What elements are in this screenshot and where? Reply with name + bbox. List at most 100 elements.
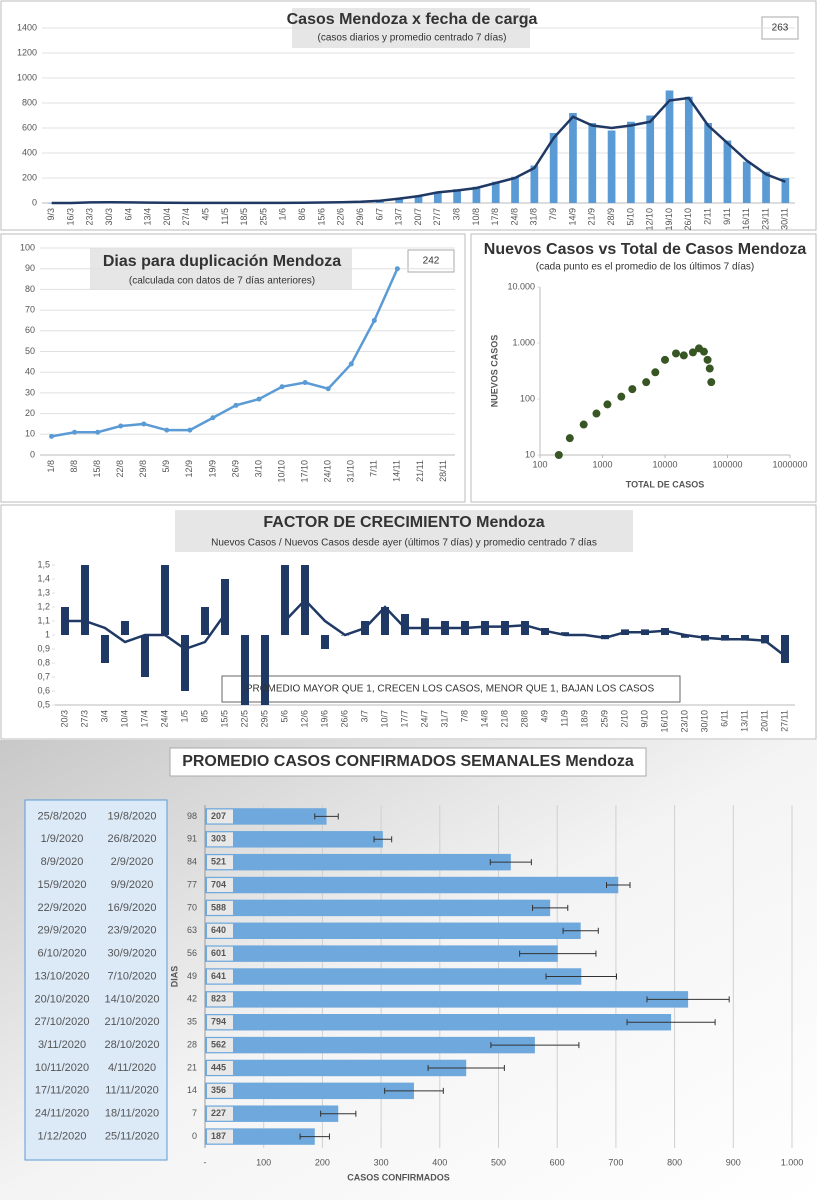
x-axis-label: CASOS CONFIRMADOS	[347, 1172, 450, 1182]
x-tick-label: 400	[432, 1157, 447, 1167]
bar	[401, 614, 409, 635]
x-tick-label: 27/3	[79, 710, 89, 728]
x-tick-label: 14/11	[392, 460, 402, 482]
x-tick-label: 15/6	[316, 208, 326, 226]
bar	[549, 133, 558, 203]
y-tick-label: 0,7	[37, 671, 50, 681]
table-cell: 8/9/2020	[41, 856, 84, 868]
x-tick-label: 16/10	[659, 710, 669, 733]
y-tick-label: 70	[187, 902, 197, 912]
x-tick-label: 13/7	[394, 208, 404, 226]
bar	[742, 161, 751, 203]
data-label: 704	[211, 879, 226, 889]
point	[72, 429, 78, 435]
bar	[205, 1105, 339, 1122]
bar	[241, 635, 249, 705]
x-tick-label: 21/8	[499, 710, 509, 728]
x-tick-label: 31/8	[529, 208, 539, 226]
x-tick-label: 600	[550, 1157, 565, 1167]
y-tick-label: 0,6	[37, 685, 50, 695]
point	[642, 378, 651, 387]
table-cell: 16/9/2020	[108, 902, 157, 914]
x-tick-label: 8/6	[297, 208, 307, 221]
bar	[141, 635, 149, 677]
y-tick-label: 1	[45, 629, 50, 639]
x-tick-label: 18/9	[579, 710, 589, 728]
y-tick-label: 80	[25, 284, 35, 294]
x-tick-label: 10/4	[119, 710, 129, 728]
bar	[121, 621, 129, 635]
bar	[101, 635, 109, 663]
point	[688, 348, 697, 357]
y-tick-label: 77	[187, 879, 197, 889]
table-cell: 10/11/2020	[35, 1062, 89, 1074]
bar	[472, 186, 481, 203]
table-cell: 2/9/2020	[111, 856, 154, 868]
x-tick-label: 26/6	[339, 710, 349, 728]
x-tick-label: 20/4	[162, 208, 172, 226]
point	[394, 266, 400, 272]
y-tick-label: 0	[30, 449, 35, 459]
point	[279, 384, 285, 390]
bar	[607, 130, 616, 203]
bar	[205, 1014, 672, 1031]
x-tick-label: 6/7	[374, 208, 384, 221]
x-tick-label: 27/7	[432, 208, 442, 226]
bar	[684, 96, 693, 203]
data-label: 562	[211, 1039, 226, 1049]
y-tick-label: 400	[22, 147, 37, 157]
x-tick-label: 3/4	[99, 710, 109, 723]
line	[51, 268, 399, 438]
x-tick-label: 21/9	[587, 208, 597, 226]
label-bg	[207, 832, 233, 847]
point	[651, 368, 660, 377]
x-tick-label: 1000	[592, 459, 612, 469]
point	[256, 396, 262, 402]
point	[141, 421, 147, 427]
x-tick-label: 17/7	[399, 710, 409, 728]
bar	[501, 621, 509, 635]
x-tick-label: 26/10	[683, 208, 693, 231]
x-tick-label: 10/7	[379, 710, 389, 728]
data-label: 356	[211, 1085, 226, 1095]
chart-title: Casos Mendoza x fecha de carga	[287, 11, 538, 28]
y-tick-label: 35	[187, 1017, 197, 1027]
x-tick-label: 22/6	[336, 208, 346, 226]
table-box	[24, 799, 168, 1161]
x-tick-label: 4/9	[539, 710, 549, 723]
x-tick-label: 23/11	[760, 208, 770, 230]
bar	[569, 113, 577, 203]
table-cell: 30/9/2020	[108, 948, 157, 960]
x-tick-label: 1000000	[772, 459, 807, 469]
point	[554, 451, 563, 459]
x-tick-label: 16/3	[65, 208, 75, 226]
x-tick-label: 5/9	[161, 460, 171, 473]
x-tick-label: 100	[256, 1157, 271, 1167]
bar	[205, 968, 582, 985]
point	[679, 351, 688, 360]
y-tick-label: 10	[525, 449, 535, 459]
label-bg	[207, 1038, 233, 1053]
x-tick-label: 100000	[712, 459, 742, 469]
y-tick-label: 10	[25, 429, 35, 439]
point	[371, 317, 377, 323]
label-bg	[207, 809, 233, 824]
bar	[781, 178, 790, 203]
y-tick-label: 1,4	[37, 573, 50, 583]
x-tick-label: 7/11	[369, 460, 379, 477]
y-axis-label: NUEVOS CASOS	[489, 335, 499, 408]
x-tick-label: 20/7	[413, 208, 423, 226]
x-tick-label: 1/8	[46, 460, 56, 473]
x-tick-label: 31/10	[346, 460, 356, 483]
point	[603, 400, 612, 409]
bar	[205, 922, 581, 939]
table-cell: 9/9/2020	[111, 879, 154, 891]
x-tick-label: 19/6	[319, 710, 329, 728]
data-label: 227	[211, 1108, 226, 1118]
table-cell: 4/11/2020	[108, 1062, 156, 1074]
point	[118, 423, 124, 429]
point	[95, 429, 101, 435]
label-bg	[207, 1129, 233, 1144]
data-label: 187	[211, 1131, 226, 1141]
x-tick-label: 17/4	[139, 710, 149, 728]
